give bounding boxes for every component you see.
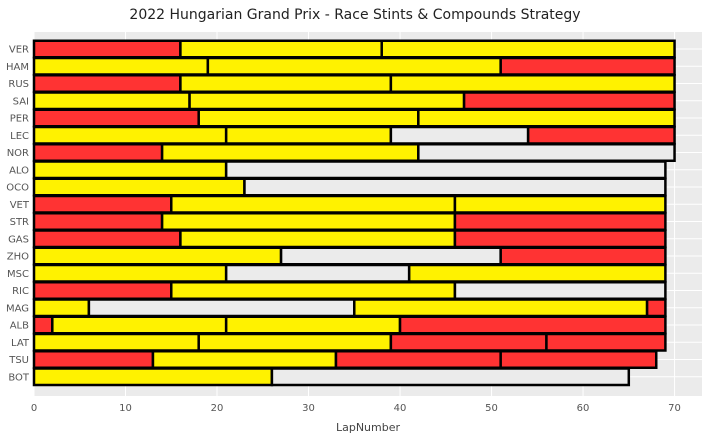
stint-bar: [224, 160, 667, 180]
driver-label: BOT: [8, 372, 30, 383]
stint-bar: [32, 177, 246, 197]
driver-label: OCO: [6, 183, 29, 194]
x-tick-label: 10: [119, 403, 132, 414]
driver-label: GAS: [8, 234, 29, 245]
stint-bars: [32, 39, 676, 387]
stint-bar: [353, 298, 649, 318]
stint-bar: [32, 350, 155, 369]
stint-bar: [32, 263, 228, 283]
stint-bar: [170, 281, 457, 300]
stint-bar: [462, 91, 676, 111]
stint-bar: [160, 212, 457, 231]
stint-bar: [87, 298, 356, 318]
x-tick-label: 30: [302, 403, 315, 414]
stint-bar: [398, 315, 667, 335]
stint-bar: [279, 246, 502, 266]
stint-bar: [499, 246, 667, 266]
stint-bar: [407, 263, 667, 283]
stint-bar: [224, 315, 402, 335]
stint-bar: [526, 125, 676, 145]
stint-bar: [51, 315, 228, 335]
stint-bar: [179, 229, 457, 249]
stint-bar: [179, 39, 383, 59]
stint-bar: [32, 246, 283, 266]
stint-bar: [197, 108, 420, 128]
driver-label: PER: [10, 114, 29, 125]
stint-bar: [224, 263, 411, 283]
stint-bar: [389, 125, 530, 145]
stint-bar: [270, 367, 631, 387]
stint-bar: [32, 298, 91, 318]
stint-bar: [197, 332, 393, 352]
stint-bar: [32, 56, 210, 76]
driver-label: HAM: [6, 62, 29, 73]
stint-bar: [32, 281, 173, 300]
stint-bar: [453, 229, 667, 249]
stint-bar: [417, 108, 676, 128]
stint-bar: [545, 332, 667, 352]
driver-label: TSU: [8, 355, 29, 366]
x-tick-label: 70: [668, 403, 681, 414]
stint-bar: [499, 350, 658, 369]
stint-bar: [224, 125, 393, 145]
stint-bar: [151, 350, 338, 369]
stint-bar: [453, 212, 667, 231]
stint-bar: [32, 212, 164, 231]
stint-bar: [32, 194, 173, 214]
driver-label: RIC: [12, 286, 29, 297]
stint-bar: [170, 194, 457, 214]
stint-bar: [32, 367, 274, 387]
stint-bar: [32, 332, 200, 352]
driver-axis: VER HAM RUS SAI PER LEC NOR ALO OCO VET STR GAS ZHO M…: [6, 45, 30, 384]
stint-bar: [334, 350, 502, 369]
stint-bar: [380, 39, 676, 59]
stint-bar: [32, 108, 200, 128]
stint-bar: [389, 332, 548, 352]
stint-bar: [32, 125, 228, 145]
x-tick-label: 50: [485, 403, 498, 414]
stint-bar: [32, 74, 182, 93]
driver-label: ALO: [9, 165, 29, 176]
driver-label: LEC: [10, 131, 29, 142]
stint-bar: [32, 39, 182, 59]
stint-bar: [206, 56, 502, 76]
stint-bar: [188, 91, 466, 111]
driver-label: MAG: [6, 303, 29, 314]
stint-bar: [32, 315, 54, 335]
driver-label: RUS: [8, 79, 29, 90]
x-axis-label: LapNumber: [336, 421, 401, 434]
stint-bar: [160, 143, 420, 162]
driver-label: VER: [9, 45, 29, 56]
x-tick-label: 0: [31, 403, 37, 414]
x-tick-label: 40: [394, 403, 407, 414]
x-tick-label: 60: [577, 403, 590, 414]
driver-label: NOR: [7, 148, 29, 159]
stint-bar: [243, 177, 667, 197]
driver-label: ZHO: [7, 252, 29, 263]
stint-bar: [179, 74, 393, 93]
stint-bar: [453, 194, 667, 214]
driver-label: VET: [10, 200, 30, 211]
driver-label: LAT: [11, 338, 30, 349]
stint-bar: [453, 281, 667, 300]
stint-bar: [417, 143, 676, 162]
driver-label: STR: [10, 217, 29, 228]
stint-bar: [499, 56, 676, 76]
stint-bar: [32, 143, 164, 162]
stint-bar: [32, 229, 182, 249]
stint-bar: [645, 298, 667, 318]
chart-title: 2022 Hungarian Grand Prix - Race Stints …: [129, 7, 580, 23]
lap-axis: 0 10 20 30 40 50 60 70: [31, 403, 681, 414]
driver-label: MSC: [7, 269, 29, 280]
driver-label: ALB: [10, 321, 29, 332]
stint-bar: [32, 91, 191, 111]
x-tick-label: 20: [211, 403, 224, 414]
driver-label: SAI: [13, 96, 29, 107]
stint-bar: [32, 160, 228, 180]
stint-bar: [389, 74, 676, 93]
